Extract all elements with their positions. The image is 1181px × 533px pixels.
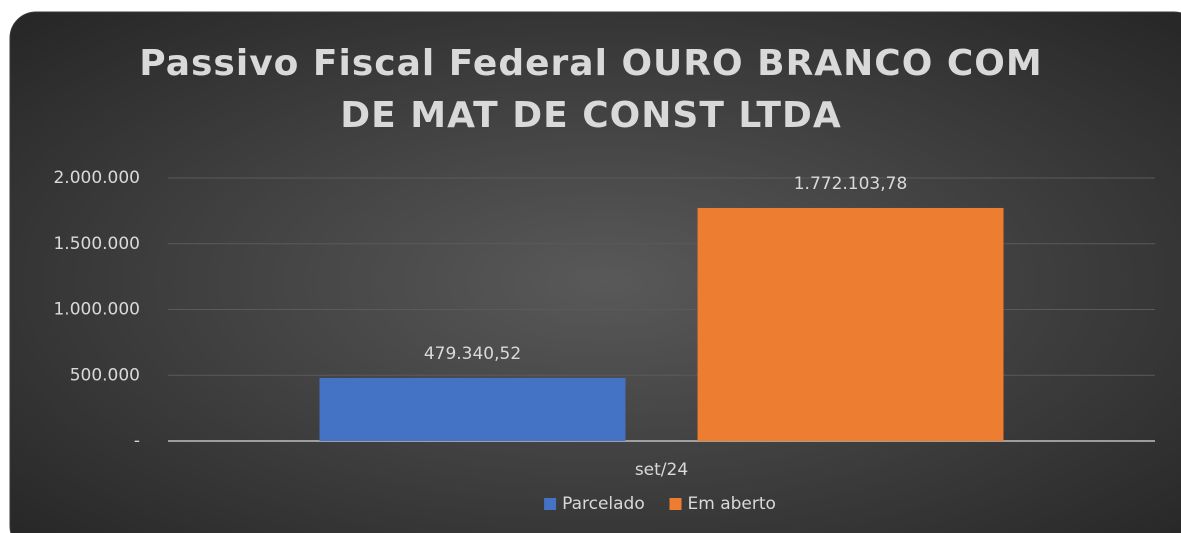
y-tick-label: 500.000 (70, 365, 140, 385)
legend-swatch (544, 498, 557, 510)
y-tick-label: 1.000.000 (53, 300, 140, 320)
bar (319, 377, 626, 441)
y-tick-label: - (134, 431, 140, 451)
chart-title: Passivo Fiscal Federal OURO BRANCO COM D… (139, 43, 1043, 136)
legend-label: Em aberto (688, 494, 776, 514)
data-label: 1.772.103,78 (794, 174, 908, 194)
bar (697, 207, 1004, 441)
legend-label: Parcelado (562, 494, 645, 514)
legend-swatch (669, 498, 682, 510)
y-tick-label: 1.500.000 (53, 234, 140, 254)
y-tick-label: 2.000.000 (53, 168, 140, 188)
data-label: 479.340,52 (424, 344, 521, 364)
x-tick-label: set/24 (635, 460, 688, 480)
